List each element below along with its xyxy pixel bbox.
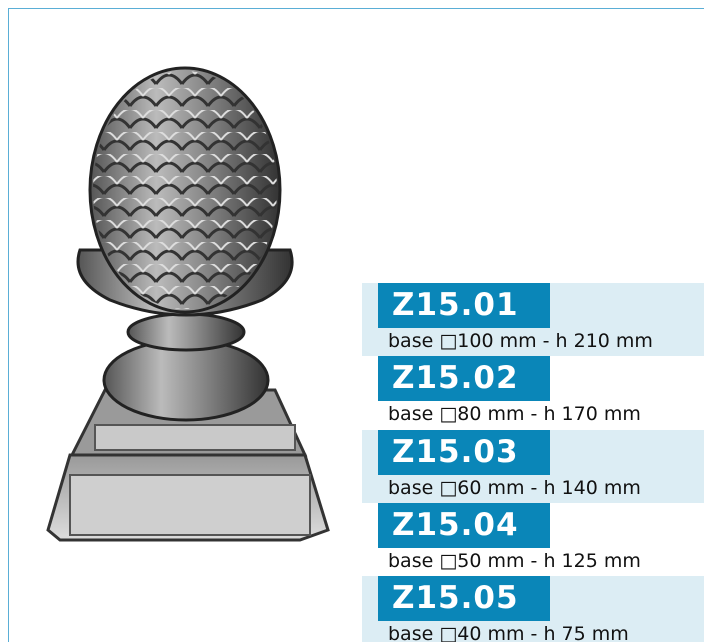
product-spec: base □80 mm - h 170 mm bbox=[388, 403, 641, 425]
product-code: Z15.01 bbox=[378, 283, 550, 328]
product-code: Z15.05 bbox=[378, 576, 550, 621]
product-code: Z15.04 bbox=[378, 503, 550, 548]
product-spec: base □40 mm - h 75 mm bbox=[388, 623, 629, 642]
product-code: Z15.02 bbox=[378, 356, 550, 401]
page: Z15.01base □100 mm - h 210 mmZ15.02base … bbox=[0, 0, 704, 642]
product-row: Z15.05 base □40 mm - h 75 mm bbox=[362, 576, 704, 642]
product-code: Z15.03 bbox=[378, 430, 550, 475]
product-image bbox=[0, 0, 360, 642]
product-spec: base □100 mm - h 210 mm bbox=[388, 330, 653, 352]
product-spec: base □50 mm - h 125 mm bbox=[388, 550, 641, 572]
product-spec: base □60 mm - h 140 mm bbox=[388, 477, 641, 499]
